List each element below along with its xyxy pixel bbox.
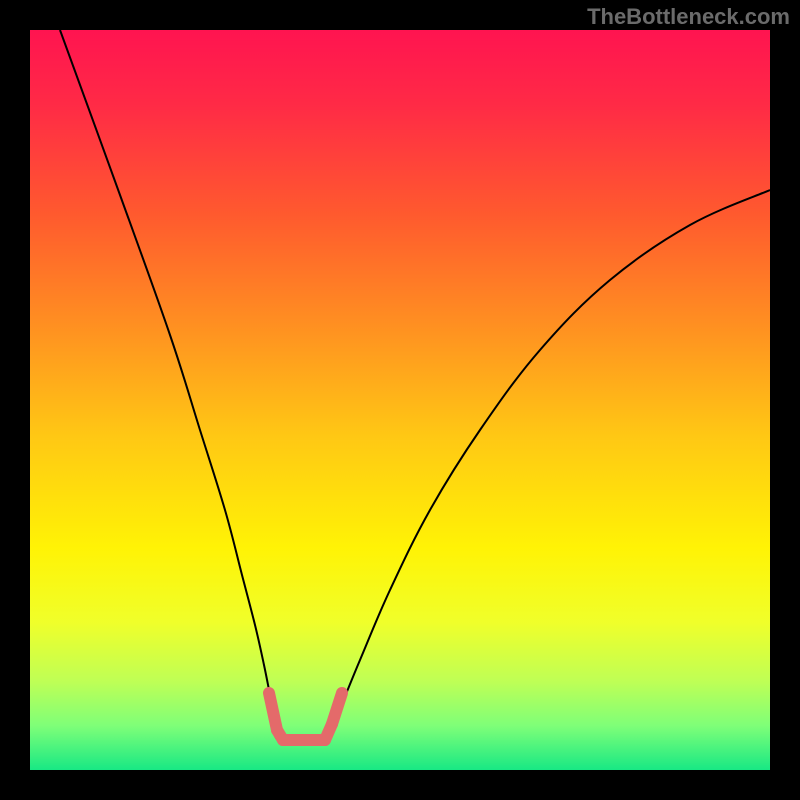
gradient-background: [30, 30, 770, 770]
chart-canvas: [0, 0, 800, 800]
bottleneck-chart: TheBottleneck.com: [0, 0, 800, 800]
source-watermark: TheBottleneck.com: [587, 4, 790, 30]
